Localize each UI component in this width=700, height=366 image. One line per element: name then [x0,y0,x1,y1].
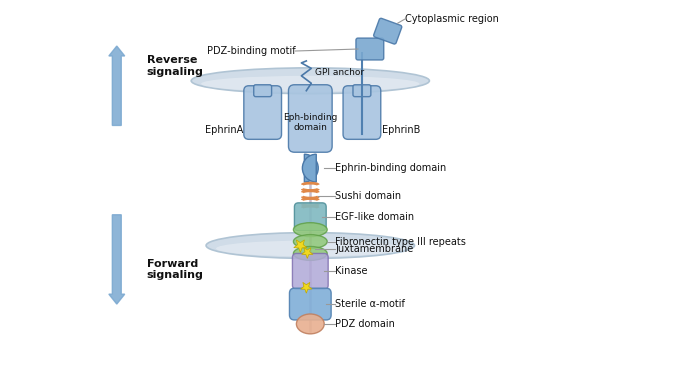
Text: Juxtamembrane: Juxtamembrane [335,244,414,254]
FancyBboxPatch shape [353,85,371,97]
Text: PDZ domain: PDZ domain [335,319,395,329]
Ellipse shape [191,68,429,94]
Text: Eph-binding
domain: Eph-binding domain [283,113,337,132]
Text: Reverse
signaling: Reverse signaling [146,55,204,77]
Text: Sterile α-motif: Sterile α-motif [335,299,405,309]
FancyArrow shape [108,215,125,304]
Ellipse shape [293,223,327,236]
Text: Ephrin-binding domain: Ephrin-binding domain [335,163,447,173]
Wedge shape [302,154,316,182]
FancyBboxPatch shape [244,86,281,139]
FancyBboxPatch shape [293,254,328,289]
Ellipse shape [201,76,419,92]
FancyBboxPatch shape [290,288,331,320]
FancyBboxPatch shape [253,85,272,97]
Polygon shape [302,248,313,258]
FancyBboxPatch shape [295,203,326,231]
Text: Cytoplasmic region: Cytoplasmic region [405,14,498,24]
Text: Kinase: Kinase [335,266,368,276]
Text: EphrinA: EphrinA [204,126,243,135]
Text: EGF-like domain: EGF-like domain [335,212,414,222]
Polygon shape [294,240,307,253]
FancyBboxPatch shape [356,38,384,60]
Text: Forward
signaling: Forward signaling [146,258,204,280]
FancyBboxPatch shape [374,18,402,44]
Polygon shape [301,283,312,293]
Text: GPI anchor: GPI anchor [315,68,365,77]
FancyBboxPatch shape [288,85,332,152]
Ellipse shape [216,240,405,257]
Text: PDZ-binding motif: PDZ-binding motif [206,46,295,56]
FancyArrow shape [108,46,125,126]
Ellipse shape [296,314,324,334]
Text: Sushi domain: Sushi domain [335,191,401,201]
Ellipse shape [206,233,414,258]
Ellipse shape [293,235,327,249]
FancyBboxPatch shape [343,86,381,139]
Ellipse shape [293,247,327,260]
Wedge shape [304,154,318,182]
Text: Fibronectin type III repeats: Fibronectin type III repeats [335,236,466,247]
Text: EphrinB: EphrinB [382,126,420,135]
